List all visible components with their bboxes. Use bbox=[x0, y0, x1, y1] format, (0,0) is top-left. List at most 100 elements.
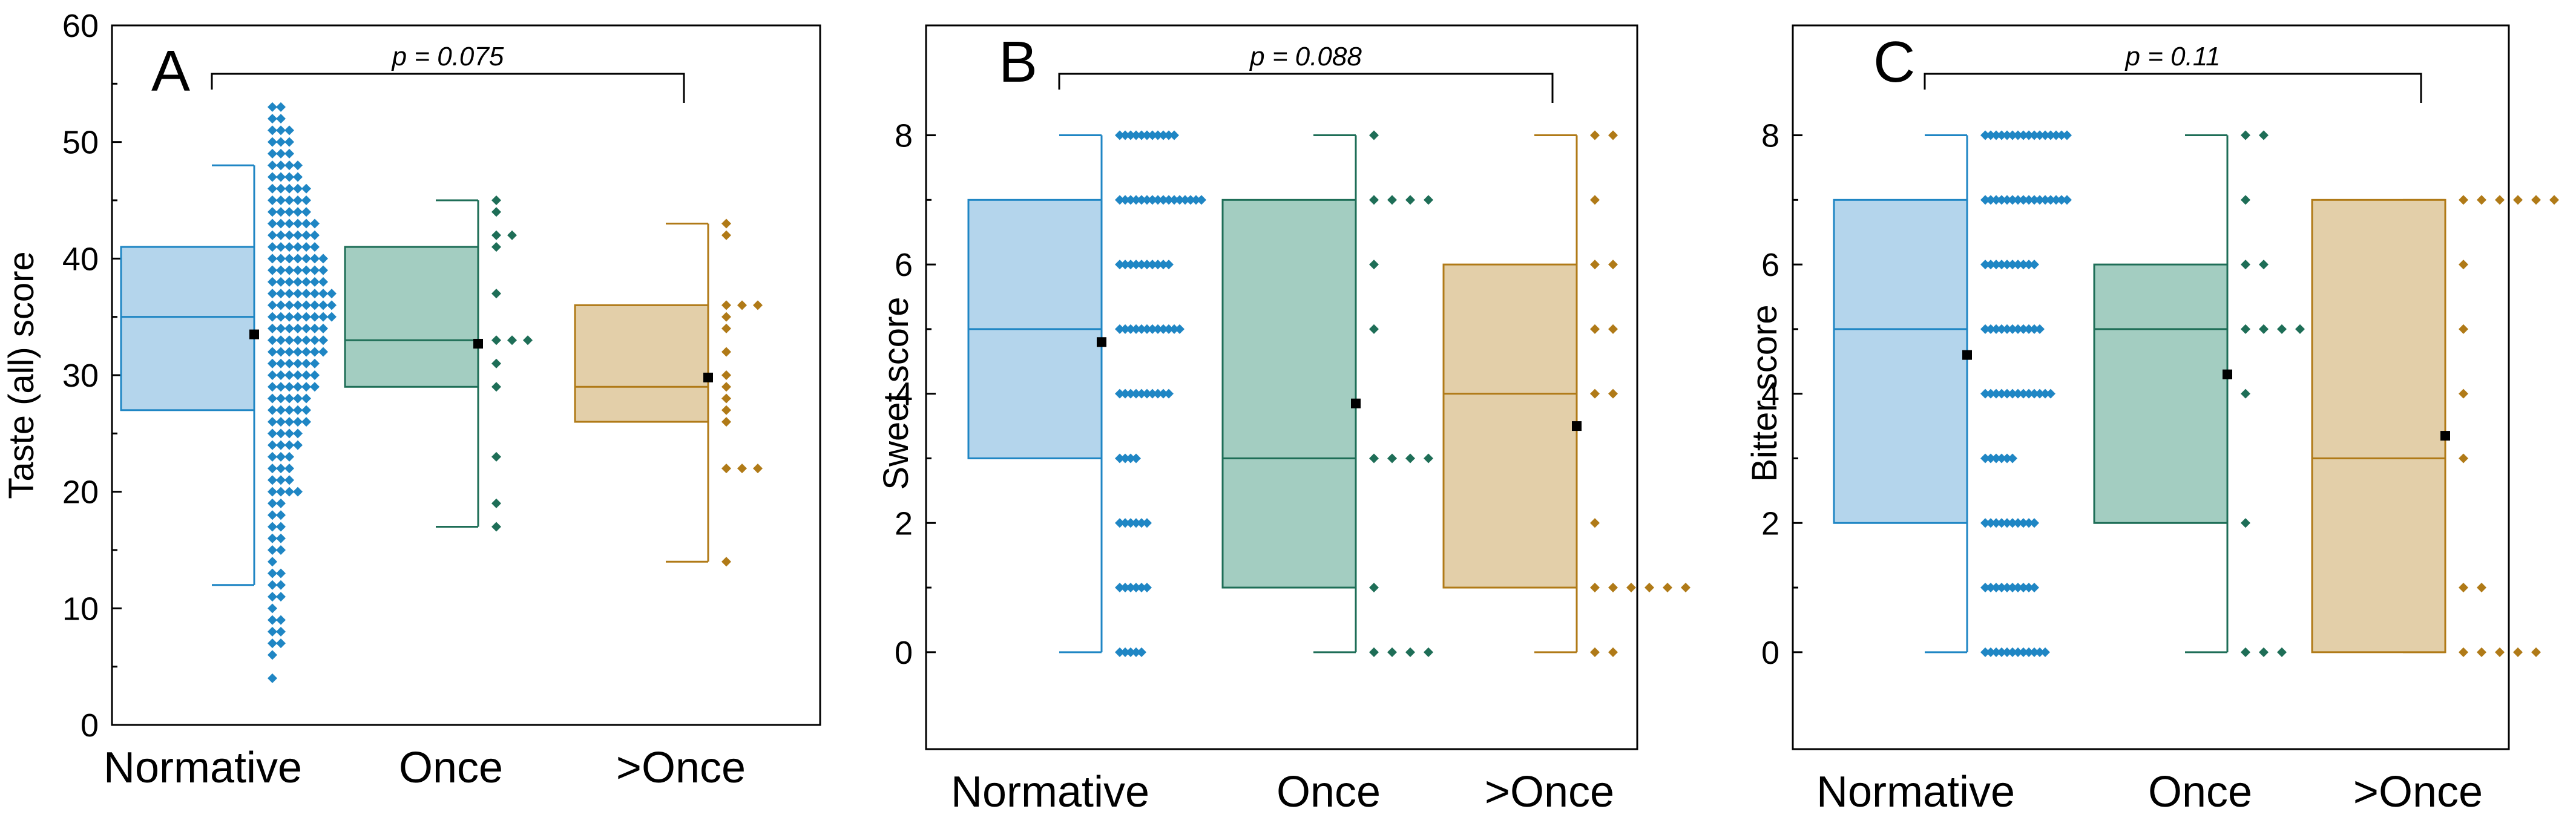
data-point bbox=[1980, 324, 1990, 334]
data-point bbox=[284, 312, 294, 322]
data-point bbox=[1991, 260, 2001, 270]
data-point bbox=[2277, 324, 2287, 334]
y-tick-label: 4 bbox=[895, 376, 913, 413]
data-point bbox=[2008, 130, 2017, 140]
data-point bbox=[268, 183, 277, 194]
data-point bbox=[310, 230, 320, 240]
data-point bbox=[276, 475, 286, 485]
data-point bbox=[284, 393, 294, 404]
data-point bbox=[1663, 583, 1672, 593]
y-axis-label: Sweet score bbox=[876, 297, 916, 490]
panel-label: C bbox=[1873, 30, 1915, 94]
data-point bbox=[2241, 195, 2250, 205]
data-point bbox=[268, 207, 277, 217]
data-point bbox=[276, 300, 286, 310]
data-point bbox=[2024, 518, 2034, 528]
panel-c: 0 2 4 6 8 Bitter score C Normative Once >Once p = … bbox=[1745, 24, 2559, 816]
data-point bbox=[1590, 518, 1600, 528]
data-point bbox=[1980, 388, 1990, 399]
data-point bbox=[1158, 324, 1168, 334]
data-point bbox=[2035, 388, 2045, 399]
data-point bbox=[1148, 195, 1157, 205]
data-point bbox=[293, 172, 303, 182]
data-point bbox=[1986, 453, 1996, 464]
data-point bbox=[268, 172, 277, 182]
data-point bbox=[491, 522, 501, 532]
data-points bbox=[491, 195, 533, 532]
data-point bbox=[1115, 260, 1125, 270]
data-point bbox=[753, 464, 763, 474]
data-point bbox=[318, 323, 328, 333]
data-point bbox=[293, 405, 303, 415]
box-once bbox=[2093, 130, 2305, 657]
data-point bbox=[1405, 453, 1415, 464]
data-point bbox=[2040, 130, 2050, 140]
mean-marker bbox=[1572, 421, 1582, 431]
data-point bbox=[1986, 647, 1996, 657]
data-point bbox=[1980, 130, 1990, 140]
data-point bbox=[1115, 518, 1125, 528]
y-tick-label: 4 bbox=[1761, 376, 1779, 413]
data-point bbox=[1169, 130, 1179, 140]
data-point bbox=[268, 580, 277, 590]
data-point bbox=[2013, 388, 2023, 399]
data-point bbox=[1608, 647, 1618, 657]
data-point bbox=[1424, 195, 1433, 205]
data-point bbox=[1131, 388, 1141, 399]
data-point bbox=[268, 218, 277, 229]
y-tick-label: 0 bbox=[895, 635, 913, 671]
iqr-box bbox=[2093, 263, 2229, 524]
data-points bbox=[1590, 130, 1690, 657]
data-point bbox=[721, 370, 731, 380]
data-point bbox=[268, 615, 277, 625]
data-point bbox=[2495, 647, 2505, 657]
data-point bbox=[327, 312, 337, 322]
data-point bbox=[310, 254, 320, 264]
data-point bbox=[1126, 647, 1135, 657]
data-point bbox=[276, 370, 286, 380]
data-point bbox=[2057, 195, 2066, 205]
data-point bbox=[268, 382, 277, 392]
data-point bbox=[507, 335, 517, 346]
data-point bbox=[268, 370, 277, 380]
data-point bbox=[1405, 647, 1415, 657]
y-tick-label: 8 bbox=[1761, 118, 1779, 154]
data-point bbox=[1120, 260, 1130, 270]
data-point bbox=[284, 242, 294, 252]
data-point bbox=[1991, 453, 2001, 464]
data-points bbox=[1369, 130, 1433, 657]
y-tick-label: 20 bbox=[62, 474, 99, 511]
data-point bbox=[2046, 195, 2055, 205]
data-point bbox=[276, 487, 286, 497]
data-point bbox=[276, 137, 286, 147]
data-point bbox=[1986, 324, 1996, 334]
data-point bbox=[276, 498, 286, 508]
data-point bbox=[1387, 453, 1397, 464]
data-point bbox=[284, 230, 294, 240]
data-point bbox=[491, 289, 501, 299]
data-point bbox=[268, 592, 277, 602]
data-point bbox=[1997, 518, 2006, 528]
data-point bbox=[293, 230, 303, 240]
data-point bbox=[1997, 647, 2006, 657]
data-point bbox=[268, 230, 277, 240]
plot-frame bbox=[1792, 24, 2510, 750]
data-point bbox=[2459, 583, 2468, 593]
data-point bbox=[1137, 388, 1146, 399]
data-point bbox=[721, 323, 731, 333]
data-point bbox=[276, 347, 286, 357]
data-point bbox=[2008, 453, 2017, 464]
box-once bbox=[344, 195, 533, 532]
data-point bbox=[2019, 647, 2028, 657]
data-point bbox=[284, 417, 294, 427]
data-point bbox=[301, 218, 311, 229]
data-point bbox=[318, 335, 328, 346]
data-point bbox=[310, 277, 320, 287]
y-tick-label: 40 bbox=[62, 241, 99, 277]
data-point bbox=[268, 498, 277, 508]
data-point bbox=[293, 323, 303, 333]
data-point bbox=[301, 312, 311, 322]
data-point bbox=[268, 603, 277, 614]
data-point bbox=[2029, 518, 2039, 528]
data-point bbox=[2024, 260, 2034, 270]
